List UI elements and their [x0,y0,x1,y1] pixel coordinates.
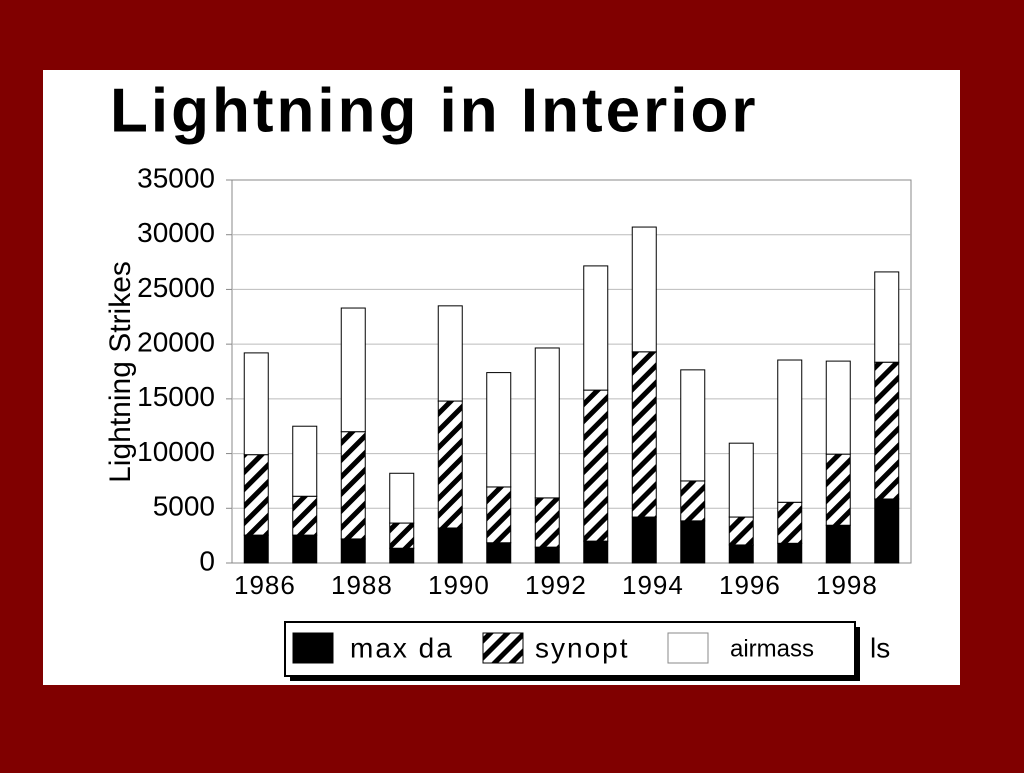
bar-segment [777,359,803,503]
legend-label: airmass [730,635,814,662]
y-tick-label: 20000 [137,327,215,358]
bar-segment [534,347,560,499]
bar-segment [825,524,851,564]
x-tick-label: 1998 [816,570,878,600]
bar-segment [631,351,657,518]
x-tick-label: 1992 [525,570,587,600]
bar-segment [437,527,463,564]
bar-segment [583,389,609,542]
y-tick-label: 15000 [137,381,215,412]
bar-segment [728,516,754,546]
bar-segment [680,520,706,564]
legend-label: synopt [535,632,630,663]
bar-segment [680,480,706,522]
legend-trailing-text: ls [870,632,890,663]
x-tick-label: 1990 [428,570,490,600]
bar-segment [243,534,269,564]
bar-segment [243,454,269,536]
plot-area [231,179,912,564]
bar-segment [777,542,803,564]
bar-segment [292,495,318,536]
bar-segment [583,540,609,564]
bar-segment [825,360,851,455]
bar-segment [583,265,609,391]
bar-segment [631,516,657,564]
legend-label: max da [350,632,454,663]
bar-segment [243,352,269,456]
bar-segment [292,534,318,564]
legend-swatch [482,632,524,664]
y-tick-label: 25000 [137,272,215,303]
x-tick-label: 1988 [331,570,393,600]
y-axis-label: Lightning Strikes [104,261,137,483]
bar-segment [437,400,463,529]
chart-title: Lightning in Interior [110,76,758,145]
legend-swatch [292,632,334,664]
bar-segment [534,546,560,564]
bar-segment [728,544,754,564]
bar-segment [340,538,366,564]
bar-segment [631,226,657,353]
bar-segment [486,486,512,544]
bar-segment [777,501,803,544]
legend-swatch [667,632,709,664]
x-tick-label: 1986 [234,570,296,600]
y-tick-label: 10000 [137,436,215,467]
y-tick-label: 0 [199,545,215,576]
bar-segment [874,271,900,363]
bar-segment [340,307,366,433]
legend [284,621,856,677]
y-tick-label: 30000 [137,217,215,248]
y-tick-label: 5000 [153,491,215,522]
bar-segment [825,453,851,526]
bar-segment [874,498,900,564]
bar-segment [874,361,900,500]
x-tick-label: 1994 [622,570,684,600]
bar-segment [389,472,415,524]
bar-segment [486,542,512,564]
bar-segment [389,522,415,549]
bar-segment [437,305,463,402]
x-tick-label: 1996 [719,570,781,600]
bar-segment [292,425,318,497]
bar-segment [340,431,366,540]
bar-segment [728,442,754,518]
bar-segment [389,547,415,564]
bar-segment [486,372,512,488]
bar-segment [680,369,706,482]
bar-segment [534,497,560,548]
y-tick-label: 35000 [137,162,215,193]
